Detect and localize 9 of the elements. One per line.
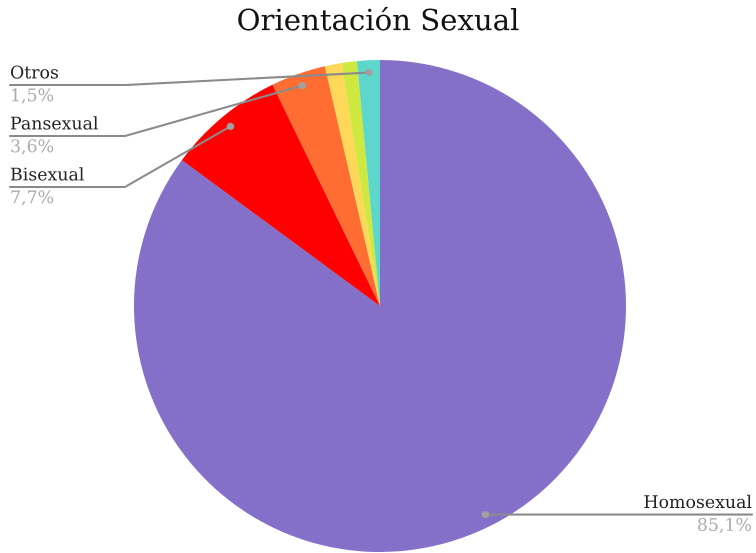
data-label: 85,1% <box>698 518 752 534</box>
chart-title: Orientación Sexual <box>238 6 519 31</box>
slice-label: Bisexual <box>10 167 84 181</box>
slice-label: Otros <box>10 66 58 79</box>
data-label: 7,7% <box>11 190 54 206</box>
data-label: 3,6% <box>11 139 54 155</box>
slice-label: Pansexual <box>10 116 98 130</box>
slice-label: Homosexual <box>644 494 752 508</box>
data-label: 1,5% <box>12 88 54 104</box>
